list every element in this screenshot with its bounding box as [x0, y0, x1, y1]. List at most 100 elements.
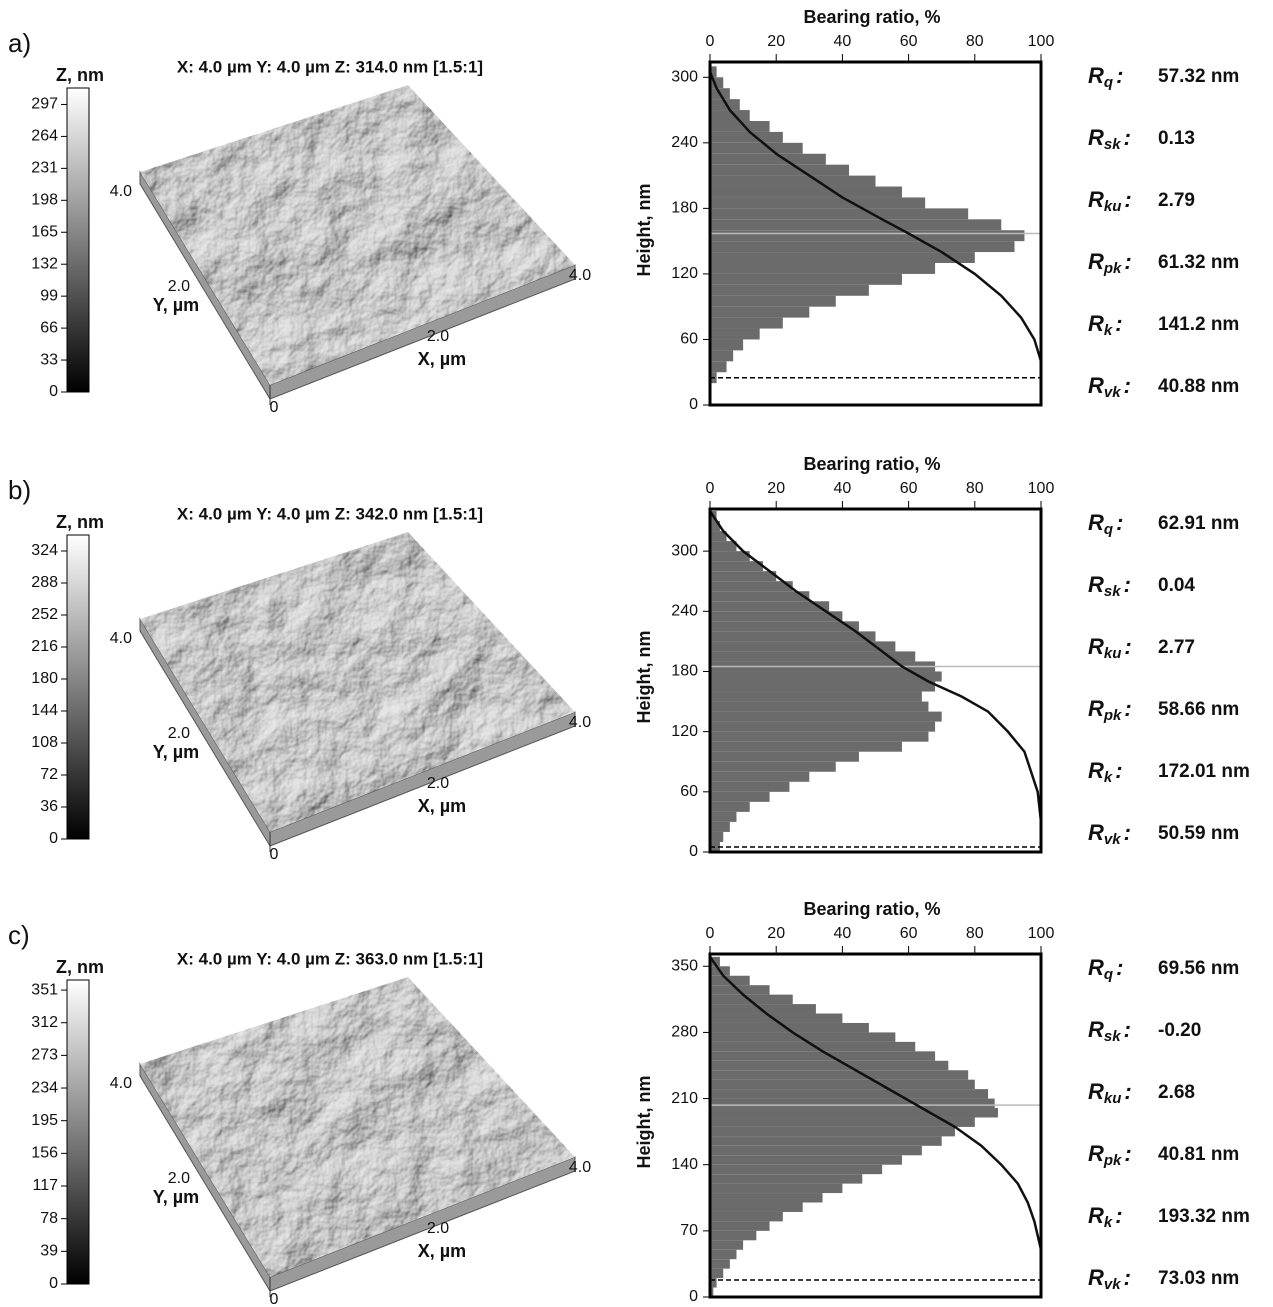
colorbar-tick-label: 99	[40, 287, 58, 304]
histogram-bar	[710, 994, 793, 1005]
histogram-bar	[710, 1174, 863, 1184]
histogram-bar	[710, 791, 770, 802]
histogram-bar	[710, 1098, 995, 1109]
histogram-bar	[710, 110, 750, 121]
x-tick-label: 2.0	[427, 328, 449, 345]
colorbar-tick-label: 288	[31, 574, 58, 591]
parameter-subscript: pk	[1103, 1152, 1122, 1169]
y-tick-label: 180	[671, 663, 698, 680]
y-tick-label: 240	[671, 603, 698, 620]
parameter-sep: :	[1124, 1079, 1131, 1104]
histogram-bar	[710, 252, 975, 263]
x-tick-label: 40	[834, 33, 852, 50]
panel-label: b)	[8, 475, 31, 505]
histogram-bar	[710, 1240, 744, 1250]
histogram-bar	[710, 731, 929, 742]
y-tick-label: 280	[671, 1024, 698, 1041]
histogram-bar	[710, 801, 750, 812]
colorbar-tick-label: 108	[31, 734, 58, 751]
histogram-bar	[710, 1013, 843, 1023]
chart-title: Bearing ratio, %	[803, 899, 940, 919]
parameter-symbol: R	[1088, 311, 1104, 336]
parameter-subscript: q	[1104, 74, 1113, 91]
y-tick-label: 2.0	[168, 1170, 190, 1187]
colorbar-tick-label: 195	[31, 1112, 58, 1129]
x-tick-label: 0	[706, 33, 715, 50]
histogram-bar	[710, 771, 810, 782]
parameter-subscript: sk	[1104, 583, 1121, 600]
histogram-bar	[710, 821, 730, 832]
histogram-bar	[710, 741, 902, 752]
colorbar	[66, 979, 90, 1285]
y-tick-label: 0	[689, 1288, 698, 1305]
histogram-bar	[710, 361, 727, 373]
bearing-curve	[708, 510, 1043, 823]
parameter-value: 2.79	[1158, 190, 1195, 211]
y-tick-label: 0	[689, 396, 698, 413]
parameter-name: Rpk:	[1088, 1141, 1132, 1169]
histogram-bar	[710, 66, 717, 78]
histogram-bar	[710, 701, 929, 712]
histogram-bar	[710, 186, 902, 198]
parameter-symbol: R	[1088, 820, 1104, 845]
afm-title: X: 4.0 µm Y: 4.0 µm Z: 363.0 nm [1.5:1]	[177, 949, 483, 968]
parameter-value: 69.56 nm	[1158, 958, 1239, 979]
parameter-symbol: R	[1088, 187, 1104, 212]
y-tick-label: 0	[689, 843, 698, 860]
y-tick-label: 210	[671, 1090, 698, 1107]
histogram-bar	[710, 1183, 843, 1194]
histogram-bar	[710, 551, 750, 562]
parameter-sep: :	[1124, 634, 1131, 659]
x-tick-label: 20	[767, 33, 785, 50]
histogram-bar	[710, 1164, 883, 1175]
parameter-value: 50.59 nm	[1158, 823, 1239, 844]
y-tick-label: 120	[671, 723, 698, 740]
parameter-subscript: vk	[1104, 384, 1121, 401]
colorbar-tick-label: 165	[31, 223, 58, 240]
histogram-bar	[710, 1051, 936, 1061]
colorbar-label: Z, nm	[56, 957, 104, 977]
histogram-bar	[710, 781, 790, 792]
x-tick-label: 40	[834, 925, 852, 942]
parameter-value: 40.88 nm	[1158, 376, 1239, 397]
x-axis-label: X, µm	[418, 1241, 466, 1261]
y-axis-label: Height, nm	[634, 631, 654, 724]
x-tick-label: 80	[966, 480, 984, 497]
histogram-bar	[710, 521, 720, 532]
colorbar-label: Z, nm	[56, 65, 104, 85]
parameter-name: Rsk:	[1088, 1017, 1131, 1045]
parameter-symbol: R	[1088, 249, 1104, 274]
histogram-bar	[710, 77, 724, 89]
colorbar-tick-label: 297	[31, 96, 58, 113]
histogram-bar	[710, 571, 777, 582]
origin-label: 0	[270, 399, 279, 416]
histogram-bar	[710, 1211, 783, 1222]
afm-surface	[140, 977, 575, 1277]
parameter-value: 40.81 nm	[1158, 1144, 1239, 1165]
parameter-sep: :	[1124, 696, 1131, 721]
parameter-name: Rq:	[1088, 63, 1123, 91]
afm-surface	[140, 85, 575, 385]
parameter-value: 61.32 nm	[1158, 252, 1239, 273]
colorbar-label: Z, nm	[56, 512, 104, 532]
histogram-bar	[710, 1278, 717, 1288]
y-tick-label: 350	[671, 958, 698, 975]
parameter-symbol: R	[1088, 373, 1104, 398]
colorbar-tick-label: 198	[31, 192, 58, 209]
x-tick-label: 80	[966, 33, 984, 50]
colorbar-tick-label: 264	[31, 128, 58, 145]
parameter-subscript: k	[1104, 769, 1113, 786]
histogram-bar	[710, 1041, 916, 1052]
histogram-bar	[710, 761, 836, 772]
histogram-bar	[710, 120, 770, 132]
x-tick-label: 4.0	[569, 1159, 591, 1176]
x-tick-label: 20	[767, 480, 785, 497]
parameter-name: Rk:	[1088, 311, 1123, 339]
y-tick-label: 300	[671, 69, 698, 86]
colorbar-tick-label: 0	[49, 830, 58, 847]
parameter-symbol: R	[1088, 1017, 1104, 1042]
histogram-bar	[710, 1136, 942, 1146]
colorbar-tick-label: 324	[31, 542, 58, 559]
histogram-bar	[710, 956, 720, 967]
histogram-bar	[710, 284, 869, 296]
